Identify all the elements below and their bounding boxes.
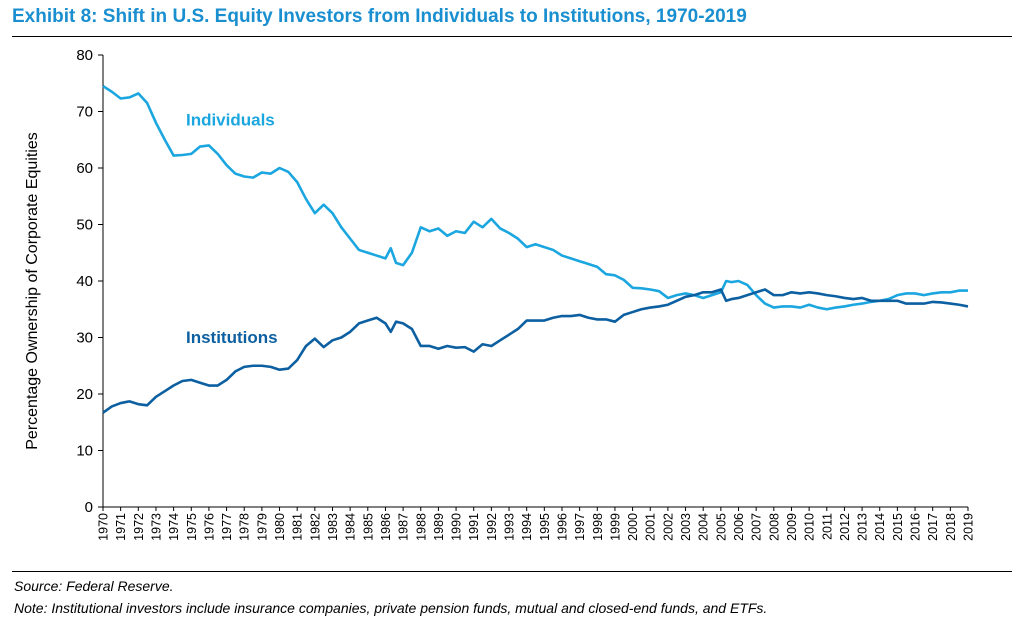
x-tick-label: 1979 (255, 513, 269, 541)
series-labels: Individuals Institutions (186, 111, 278, 348)
x-tick-label: 1972 (132, 513, 146, 541)
x-tick-label: 2012 (838, 513, 852, 541)
x-tick-label: 1993 (503, 513, 517, 541)
series-label-individuals: Individuals (186, 111, 275, 130)
x-tick-label: 1985 (361, 513, 375, 541)
series-line-individuals (102, 84, 968, 311)
x-tick-label: 1989 (432, 513, 446, 541)
chart-axes: 0 10 20 30 40 50 60 70 80 1970 1971 1972 1973 1974 197… (76, 47, 975, 541)
x-tick-label: 1982 (308, 513, 322, 541)
x-tick-label: 1984 (344, 513, 358, 541)
x-tick-label: 1973 (149, 513, 163, 541)
x-tick-label: 1992 (485, 513, 499, 541)
x-tick-label: 2001 (644, 513, 658, 541)
x-tick-label: 2013 (856, 513, 870, 541)
x-tick-label: 1983 (326, 513, 340, 541)
x-tick-label: 1978 (238, 513, 252, 541)
y-tick-label: 20 (76, 386, 93, 403)
x-tick-label: 1970 (97, 513, 111, 541)
x-tick-label: 1987 (397, 513, 411, 541)
x-tick-label: 2016 (909, 513, 923, 541)
source-note: Source: Federal Reserve. (14, 578, 174, 594)
x-tick-label: 2018 (944, 513, 958, 541)
x-tick-label: 2011 (820, 513, 834, 540)
footer-divider (12, 571, 1012, 572)
series-label-institutions: Institutions (186, 328, 278, 347)
x-tick-label: 2005 (714, 513, 728, 541)
x-tick-label: 1976 (202, 513, 216, 541)
x-tick-label: 1995 (538, 513, 552, 541)
x-tick-label: 2004 (697, 513, 711, 541)
y-tick-label: 10 (76, 443, 93, 460)
x-tick-label: 1980 (273, 513, 287, 541)
x-tick-label: 2010 (803, 513, 817, 541)
x-tick-label: 1977 (220, 513, 234, 541)
y-tick-label: 60 (76, 160, 93, 177)
x-tick-label: 2009 (785, 513, 799, 541)
x-tick-label: 2017 (926, 513, 940, 541)
x-tick-label: 2000 (626, 513, 640, 541)
x-tick-label: 2015 (891, 513, 905, 541)
chart-title: Exhibit 8: Shift in U.S. Equity Investor… (12, 6, 747, 27)
y-tick-label: 80 (76, 47, 93, 64)
line-chart: 0 10 20 30 40 50 60 70 80 1970 1971 1972 1973 1974 197… (24, 47, 976, 541)
y-tick-label: 30 (76, 330, 93, 347)
x-tick-label: 1991 (467, 513, 481, 541)
y-axis-label: Percentage Ownership of Corporate Equiti… (24, 132, 41, 450)
footnote: Note: Institutional investors include in… (14, 600, 768, 616)
x-tick-label: 2008 (767, 513, 781, 541)
x-tick-label: 1974 (167, 513, 181, 541)
x-tick-label: 1971 (114, 513, 128, 541)
x-tick-label: 2006 (732, 513, 746, 541)
y-tick-label: 40 (76, 273, 93, 290)
x-tick-label: 1981 (291, 513, 305, 541)
x-tick-label: 2003 (679, 513, 693, 541)
x-tick-label: 1986 (379, 513, 393, 541)
x-tick-label: 1998 (591, 513, 605, 541)
x-tick-label: 1996 (555, 513, 569, 541)
x-tick-label: 2019 (962, 513, 976, 541)
y-tick-label: 50 (76, 217, 93, 234)
x-tick-label: 1999 (608, 513, 622, 541)
x-tick-label: 1990 (450, 513, 464, 541)
x-tick-label: 2007 (750, 513, 764, 541)
series-line-institutions (102, 288, 969, 414)
x-tick-label: 2002 (661, 513, 675, 541)
y-tick-label: 0 (85, 499, 93, 516)
y-tick-label: 70 (76, 104, 93, 121)
chart-series (102, 84, 969, 414)
title-divider (12, 36, 1012, 37)
x-tick-label: 1988 (414, 513, 428, 541)
x-tick-label: 1997 (573, 513, 587, 541)
x-tick-label: 2014 (873, 513, 887, 541)
x-tick-label: 1975 (185, 513, 199, 541)
x-tick-label: 1994 (520, 513, 534, 541)
